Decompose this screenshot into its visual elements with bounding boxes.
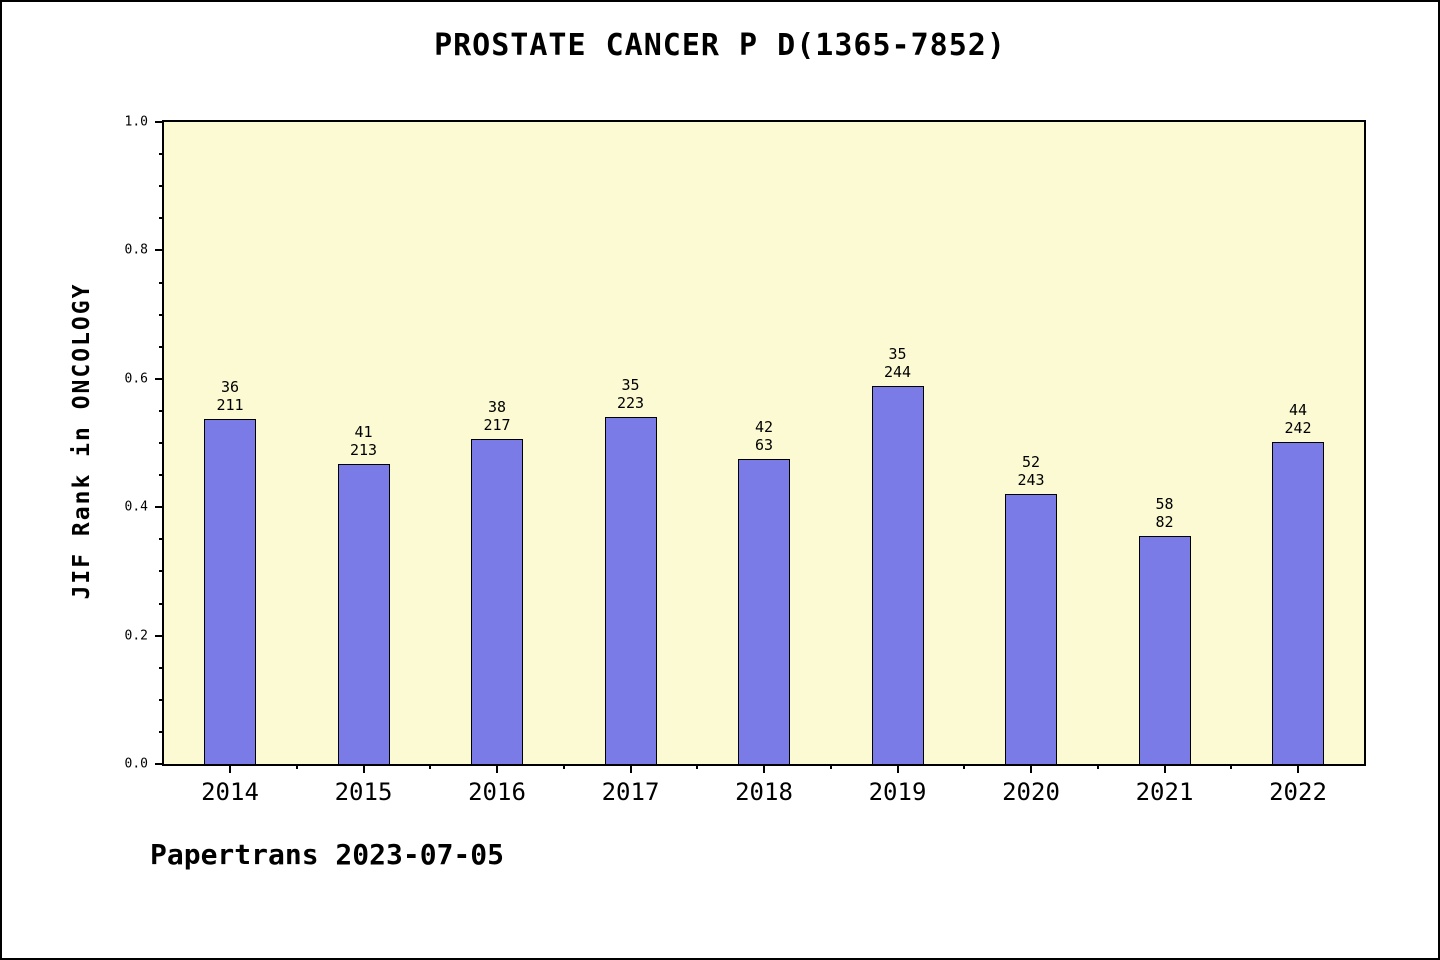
x-tick (362, 764, 365, 773)
y-minor-tick (159, 474, 164, 477)
bar-value-label: 38 217 (483, 398, 511, 434)
x-tick (763, 764, 765, 773)
x-tick-label: 2014 (201, 778, 259, 806)
x-tick-label: 2016 (468, 778, 526, 806)
x-tick (1030, 764, 1032, 773)
bar-value-label: 42 63 (754, 418, 774, 454)
y-tick-label: 0.6 (124, 371, 148, 387)
bar (1005, 494, 1057, 764)
bar (471, 439, 523, 764)
y-minor-tick (159, 153, 164, 156)
x-tick (229, 764, 231, 773)
y-tick-label: 0.0 (124, 756, 148, 772)
bar (337, 464, 390, 764)
bar (1272, 442, 1324, 764)
y-minor-tick (159, 185, 164, 188)
x-tick-label: 2022 (1269, 778, 1327, 806)
x-minor-tick (295, 764, 298, 769)
y-axis-label: JIF Rank in ONCOLOGY (69, 282, 95, 600)
x-tick (496, 764, 498, 773)
footer-watermark: Papertrans 2023-07-05 (150, 838, 505, 871)
y-minor-tick (159, 345, 164, 348)
y-minor-tick (159, 666, 164, 669)
x-tick (629, 764, 632, 773)
y-minor-tick (159, 602, 164, 605)
x-tick-label: 2017 (601, 778, 660, 806)
y-minor-tick (159, 217, 164, 220)
y-tick-label: 0.8 (124, 242, 148, 258)
bar (604, 417, 657, 764)
x-minor-tick (1096, 764, 1099, 769)
bar-value-label: 36 211 (216, 378, 244, 414)
y-minor-tick (159, 442, 164, 444)
bar-value-label: 41 213 (349, 423, 378, 459)
x-minor-tick (696, 764, 699, 769)
y-tick (155, 763, 164, 765)
x-minor-tick (429, 764, 432, 769)
y-minor-tick (159, 313, 164, 316)
y-minor-tick (159, 409, 164, 412)
y-tick-label: 0.4 (124, 499, 148, 515)
bar-value-label: 58 82 (1155, 495, 1174, 531)
x-minor-tick (963, 764, 966, 769)
chart-title: PROSTATE CANCER P D(1365-7852) (434, 28, 1006, 63)
bar-value-label: 35 244 (883, 345, 912, 381)
y-tick (155, 634, 164, 637)
y-minor-tick (159, 281, 164, 284)
x-tick (1297, 764, 1299, 773)
x-tick-label: 2021 (1135, 778, 1194, 806)
bar (204, 419, 256, 764)
bar (871, 386, 924, 764)
y-tick-label: 1.0 (124, 114, 148, 130)
x-tick-label: 2020 (1002, 778, 1060, 806)
y-tick (155, 377, 164, 380)
x-tick (896, 764, 899, 773)
y-tick (155, 249, 164, 252)
bar-value-label: 52 243 (1017, 453, 1045, 489)
y-minor-tick (159, 570, 164, 573)
bar (1138, 536, 1191, 764)
y-minor-tick (159, 698, 164, 701)
bar (738, 459, 790, 764)
bar-value-label: 35 223 (616, 376, 645, 412)
bar-value-label: 44 242 (1284, 401, 1312, 437)
y-tick (155, 506, 164, 509)
x-minor-tick (562, 764, 565, 769)
y-tick (155, 121, 164, 123)
x-minor-tick (1230, 764, 1233, 769)
x-tick-label: 2019 (868, 778, 927, 806)
y-minor-tick (159, 730, 164, 733)
plot-area: 36 211 2014 41 213 2015 38 217 2016 35 223 2017… (125, 115, 1366, 806)
x-tick (1163, 764, 1166, 773)
y-minor-tick (159, 538, 164, 541)
x-minor-tick (829, 764, 832, 769)
x-tick-label: 2018 (735, 778, 793, 806)
x-tick-label: 2015 (334, 778, 393, 806)
y-tick-label: 0.2 (124, 628, 148, 644)
